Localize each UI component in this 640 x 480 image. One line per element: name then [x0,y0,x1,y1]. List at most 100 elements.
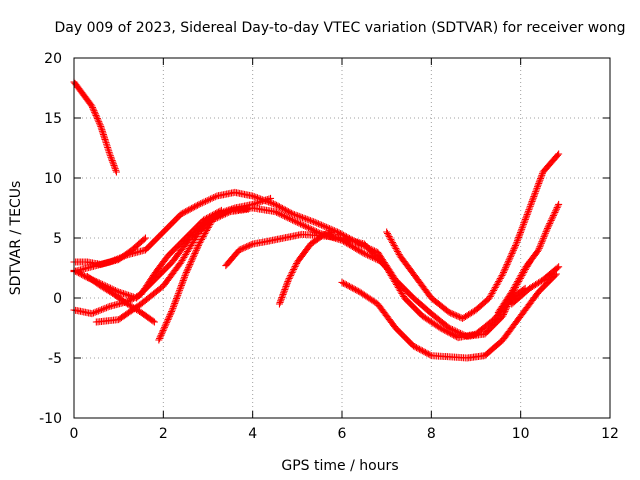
data-point [282,282,290,290]
data-point [195,200,203,208]
data-point [554,202,562,210]
data-point [238,245,246,253]
data-point [131,294,139,302]
data-point [194,201,202,209]
data-point [495,276,503,284]
data-point [93,115,101,123]
data-point [293,218,301,226]
data-point [353,245,361,253]
data-point [156,333,164,341]
data-point [353,286,361,294]
data-point [388,237,396,245]
data-point [179,277,187,285]
data-point [268,199,276,207]
data-point [555,200,563,208]
data-point [287,272,295,279]
data-point [277,204,285,212]
data-point [184,264,192,272]
data-point [208,216,216,224]
data-point [235,246,243,254]
data-point [184,265,192,273]
data-point [418,347,426,355]
data-point [497,273,505,281]
data-point [163,319,171,327]
data-point [297,220,305,228]
data-point [185,262,193,270]
data-series-track-14 [508,263,563,308]
data-point [538,170,546,178]
data-point [498,272,506,279]
data-point [277,297,285,305]
data-point [275,203,283,211]
data-point [106,152,114,160]
data-point [287,270,295,278]
data-point [252,193,260,201]
data-point [447,309,455,317]
data-point [281,212,289,220]
data-point [411,343,419,351]
x-axis-label: GPS time / hours [281,458,398,474]
data-point [514,278,522,285]
data-point [383,228,391,236]
data-point [276,210,284,218]
data-point [128,295,136,303]
data-point [240,244,248,252]
data-point [149,317,157,325]
data-series-track-6 [92,194,275,326]
data-point [189,254,197,262]
data-point [198,234,206,242]
data-point [308,217,316,225]
data-point [489,288,497,296]
data-point [500,267,508,275]
data-point [182,208,190,216]
data-point [211,193,219,201]
data-point [505,256,513,264]
data-point [448,310,456,318]
data-point [295,219,303,227]
data-point [530,191,538,199]
data-point [526,202,534,210]
data-point [94,307,102,315]
data-point [157,331,165,339]
data-point [241,243,249,251]
data-point [111,165,119,173]
data-point [389,240,397,248]
data-point [515,275,523,282]
data-point [547,216,555,224]
data-point [165,312,173,320]
data-point [394,248,402,255]
data-point [106,150,114,158]
data-point [344,282,352,290]
data-point [508,288,516,296]
data-point [160,325,168,333]
data-point [507,253,515,261]
data-point [112,166,120,174]
data-point [134,292,142,300]
data-point [284,208,292,216]
data-point [120,252,128,260]
data-point [493,281,501,288]
data-point [191,203,199,211]
data-point [524,207,532,215]
data-point [543,224,551,232]
data-point [158,330,166,338]
data-point [109,257,117,265]
data-point [322,223,330,231]
data-point [518,224,526,232]
data-point [247,241,255,249]
data-point [348,284,356,292]
data-point [173,295,181,303]
data-point [305,216,313,224]
data-series-track-7 [83,272,158,326]
data-point [267,194,275,202]
data-point [220,211,228,219]
x-tick-label: 10 [512,426,530,442]
data-point [164,315,172,323]
data-point [514,235,522,243]
data-point [347,283,355,291]
data-point [188,256,196,264]
data-point [300,214,308,222]
data-point [421,348,429,356]
data-point [534,181,542,189]
data-point [492,282,500,290]
